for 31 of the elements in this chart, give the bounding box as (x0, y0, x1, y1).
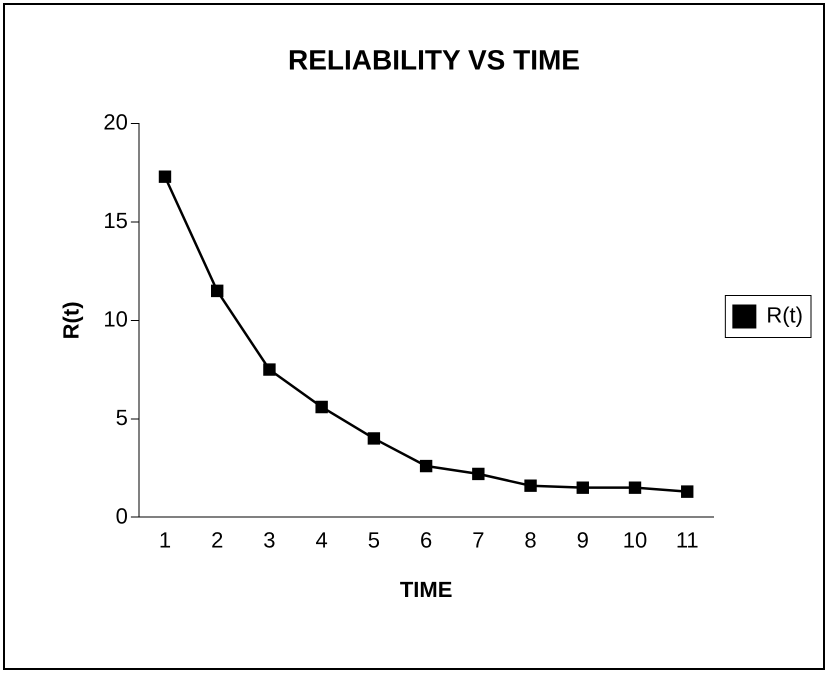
point (211, 284, 224, 298)
x-tick-label: 9 (576, 527, 589, 552)
point (472, 468, 485, 480)
x-tick-label: 2 (211, 527, 224, 552)
y-tick-label: 20 (103, 110, 128, 135)
x-tick-label: 1 (158, 527, 172, 552)
x-tick-label: 3 (263, 527, 276, 552)
x-tick-label: 10 (622, 527, 648, 552)
x-tick-label: 5 (368, 527, 380, 552)
point (368, 432, 380, 445)
x-tick-label: 7 (472, 527, 484, 552)
x-tick-label: 6 (420, 527, 432, 552)
x-axis-title: TIME (400, 576, 452, 602)
chart-title: RELIABILITY VS TIME (288, 44, 580, 76)
x-tick-label: 11 (676, 527, 699, 552)
point (681, 485, 694, 498)
y-tick-label: 5 (116, 404, 128, 430)
legend-label: R(t) (766, 302, 804, 328)
point (263, 363, 276, 376)
point (524, 480, 537, 492)
y-tick-label: 10 (103, 306, 128, 332)
x-tick-label: 4 (316, 527, 328, 552)
point (576, 481, 589, 494)
y-tick-label: 0 (116, 503, 128, 528)
y-axis-title: R(t) (58, 301, 84, 340)
point (315, 400, 328, 414)
point (420, 460, 432, 472)
y-tick-label: 15 (103, 208, 128, 234)
point (158, 170, 172, 183)
x-tick-label: 8 (524, 527, 537, 552)
point (628, 481, 642, 494)
